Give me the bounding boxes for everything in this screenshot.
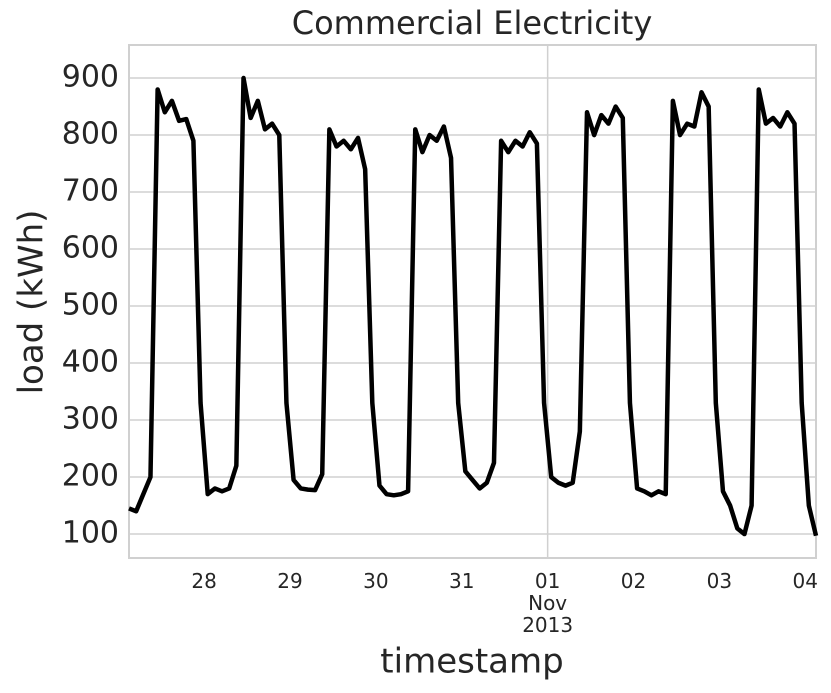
x-tick-label: 31: [449, 569, 475, 593]
y-tick-label: 100: [62, 516, 119, 551]
line-series: [128, 75, 819, 537]
x-tick-label: 04: [792, 569, 818, 593]
x-tick-label: 29: [277, 569, 303, 593]
y-tick-label: 500: [62, 288, 119, 323]
chart-title: Commercial Electricity: [292, 4, 653, 42]
x-tick-label: 01 Nov 2013: [522, 569, 574, 637]
y-tick-label: 400: [62, 345, 119, 380]
plot-frame: [128, 44, 817, 559]
y-tick-label: 300: [62, 402, 119, 437]
x-tick-label: 02: [620, 569, 647, 593]
y-tick-label: 900: [62, 60, 119, 95]
x-tick-label: 30: [363, 569, 389, 593]
y-tick-label: 800: [62, 117, 119, 152]
x-axis-label: timestamp: [380, 642, 563, 682]
y-tick-label: 600: [62, 231, 119, 266]
y-axis-label: load (kWh): [12, 210, 52, 395]
y-tick-label: 700: [62, 174, 119, 209]
x-tick-label: 03: [706, 569, 733, 593]
x-tick-label: 28: [191, 569, 217, 593]
y-tick-label: 200: [62, 459, 119, 494]
